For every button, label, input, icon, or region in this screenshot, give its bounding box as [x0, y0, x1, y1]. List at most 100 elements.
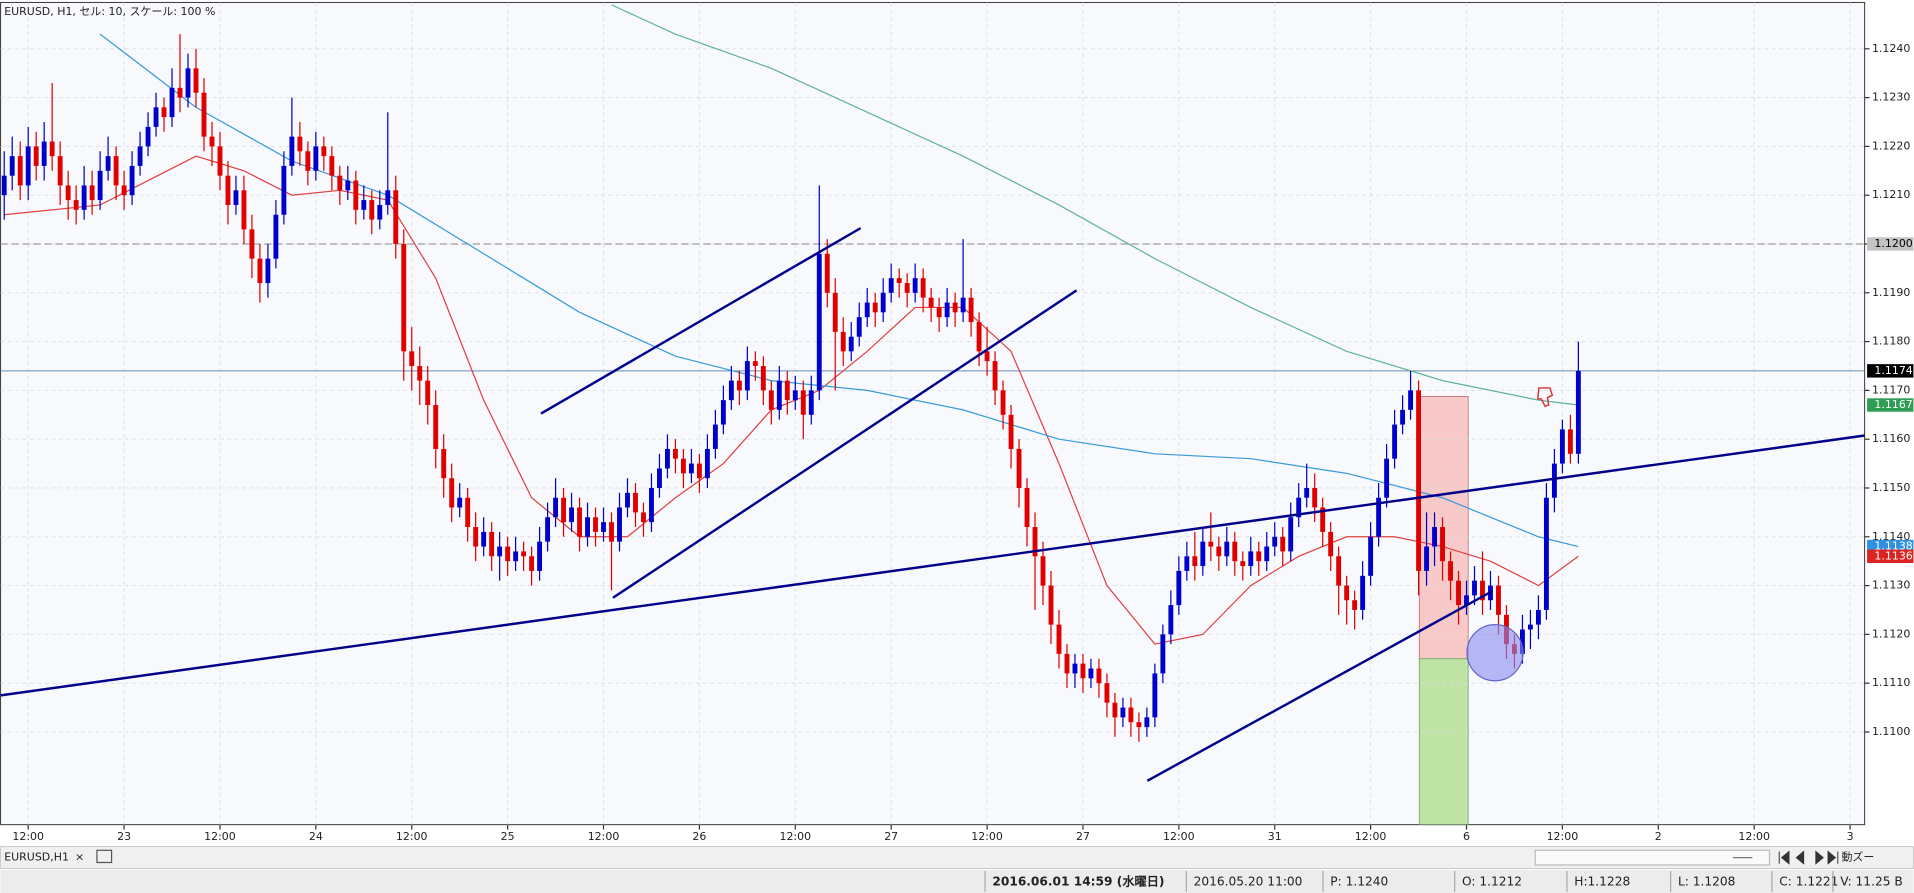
price-label-box	[1867, 237, 1914, 251]
y-tick-label: 1.1240	[1872, 42, 1910, 55]
y-tick-label: 1.1120	[1872, 627, 1910, 640]
candle-body	[657, 468, 662, 488]
candle-body	[1392, 424, 1398, 459]
x-tick-label: 27	[884, 830, 898, 843]
candle-body	[417, 365, 423, 381]
candle-body	[217, 146, 223, 176]
candle-body	[185, 68, 191, 98]
candle-body	[1440, 527, 1445, 562]
x-tick-label: 12:00	[779, 830, 811, 843]
candle-body	[936, 307, 942, 318]
candle-body	[265, 258, 271, 284]
candle-body	[9, 156, 15, 176]
candle-body	[1575, 370, 1581, 454]
tab-icon[interactable]	[96, 849, 113, 864]
candle-body	[1280, 536, 1286, 552]
circle-marker[interactable]	[1466, 624, 1524, 682]
candle-body	[393, 190, 399, 244]
candle-body	[1208, 541, 1214, 547]
candle-body	[1376, 497, 1382, 537]
candle-body	[505, 546, 511, 562]
candle-body	[816, 253, 822, 391]
candle-body	[129, 165, 135, 196]
y-tick-label: 1.1190	[1872, 286, 1910, 299]
candle-body	[904, 283, 910, 293]
candle-body	[1432, 527, 1437, 547]
trend-line[interactable]	[1146, 590, 1492, 782]
candle-body	[1216, 546, 1222, 557]
candle-body	[225, 175, 231, 205]
price-label-box	[1867, 364, 1914, 378]
candle-body	[720, 400, 726, 425]
candle-body	[1304, 487, 1310, 498]
candle-body	[233, 190, 239, 205]
candle-body	[872, 302, 878, 313]
status-item: L: 1.1208	[1678, 875, 1735, 889]
x-tick-label: 31	[1268, 830, 1282, 843]
tab-bar	[0, 846, 1914, 869]
candle-body	[385, 190, 391, 205]
candle-body	[1416, 390, 1422, 571]
candle-body	[1112, 702, 1118, 718]
candle-body	[97, 170, 103, 201]
auto-zoom-label[interactable]: 動ズー	[1841, 850, 1874, 864]
candle-body	[593, 517, 598, 532]
candle-body	[169, 87, 175, 118]
candle-body	[1480, 580, 1485, 601]
candle-body	[529, 556, 535, 571]
trend-line[interactable]	[540, 227, 862, 415]
candle-body	[617, 507, 622, 542]
candle-body	[73, 200, 79, 210]
candle-body	[1000, 390, 1006, 415]
candle-body	[49, 141, 55, 157]
candle-body	[1064, 653, 1070, 674]
candle-body	[944, 302, 950, 318]
navigation-buttons[interactable]	[1778, 850, 1839, 865]
candle-body	[1032, 527, 1038, 557]
candle-body	[497, 546, 503, 557]
trend-line[interactable]	[612, 289, 1078, 599]
x-tick-label: 12:00	[1547, 830, 1579, 843]
candle-body	[976, 322, 982, 352]
y-tick-label: 1.1110	[1872, 676, 1910, 689]
candle-body	[952, 302, 958, 313]
candle-body	[1072, 663, 1078, 674]
candle-body	[1360, 575, 1366, 610]
candle-body	[121, 185, 127, 196]
trend-line[interactable]	[0, 434, 1865, 697]
candle-body	[856, 317, 862, 337]
y-tick-label: 1.1100	[1872, 725, 1910, 738]
candle-body	[441, 448, 447, 479]
candle-body	[353, 180, 359, 210]
x-tick-label: 12:00	[12, 830, 44, 843]
candle-body	[1559, 429, 1565, 464]
candle-body	[249, 229, 255, 259]
candle-body	[1096, 668, 1102, 684]
candle-body	[960, 297, 966, 313]
candle-body	[537, 541, 543, 571]
candle-body	[896, 278, 902, 284]
candle-body	[1104, 683, 1110, 703]
candle-body	[832, 292, 838, 332]
candle-body	[1248, 551, 1254, 567]
candle-body	[928, 297, 934, 308]
candle-body	[577, 507, 582, 537]
tab-close[interactable]: ×	[75, 851, 84, 864]
y-tick-label: 1.1220	[1872, 139, 1910, 152]
candle-body	[848, 336, 854, 352]
candle-body	[680, 458, 686, 474]
candle-body	[1200, 541, 1206, 567]
candle-body	[113, 156, 119, 186]
candle-body	[1264, 546, 1270, 562]
y-tick-label: 1.1150	[1872, 481, 1910, 494]
candle-body	[1184, 556, 1190, 571]
candle-body	[1368, 536, 1374, 576]
tab-title[interactable]: EURUSD,H1	[4, 851, 69, 864]
candle-body	[41, 141, 47, 166]
candle-body	[361, 200, 367, 210]
candle-body	[1551, 463, 1557, 498]
scrollbar[interactable]	[1534, 849, 1771, 866]
candle-body	[1240, 561, 1246, 567]
candle-body	[1152, 673, 1158, 718]
